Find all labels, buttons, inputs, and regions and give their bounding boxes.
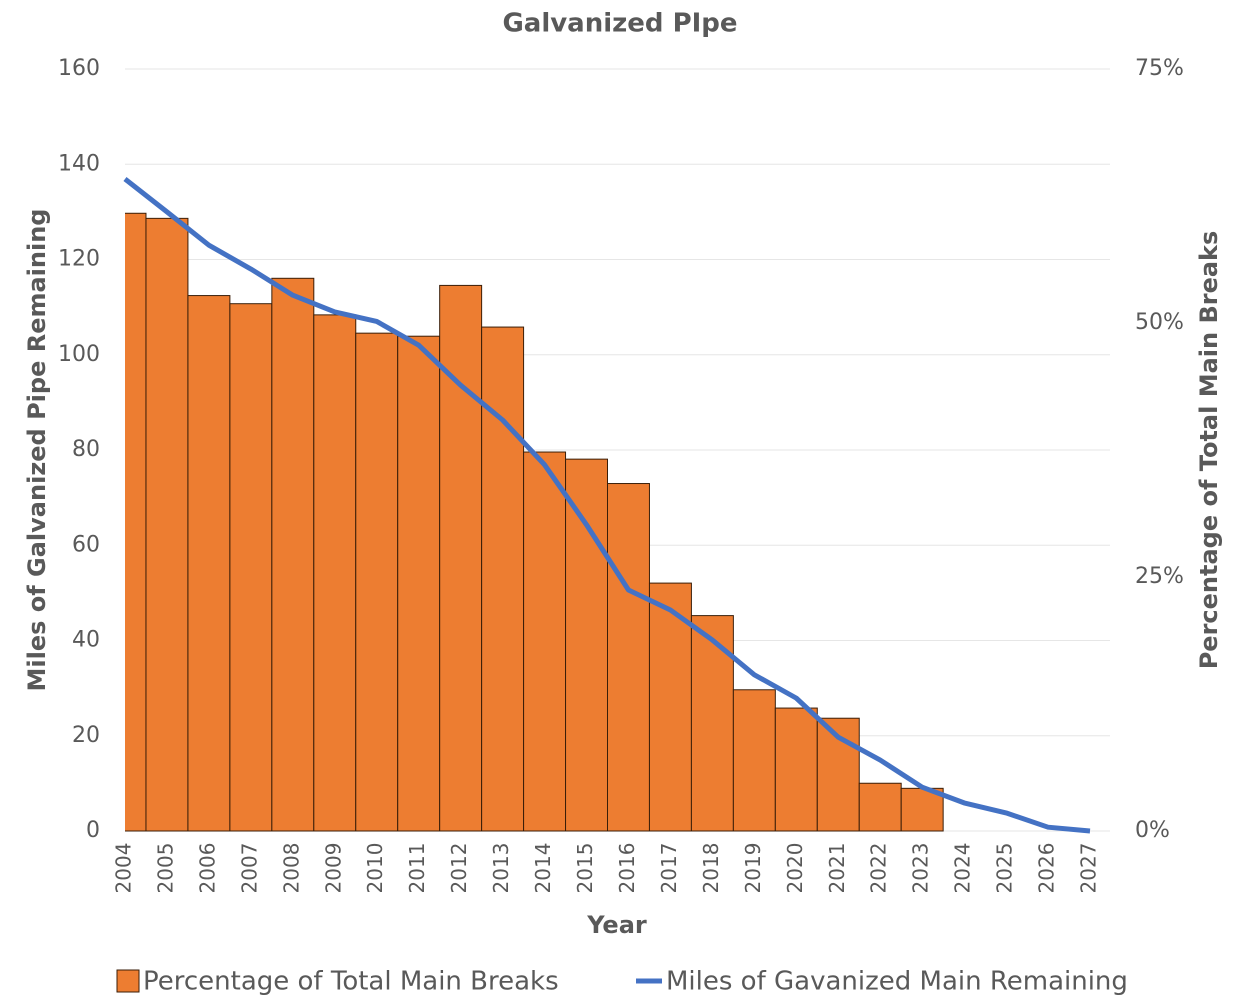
x-tick-label: 2023 — [909, 843, 933, 894]
y2-tick-label: 50% — [1135, 310, 1184, 335]
x-tick-label: 2008 — [279, 843, 303, 894]
y-tick-label: 20 — [72, 723, 100, 748]
y-tick-label: 100 — [58, 342, 100, 367]
plot-area — [125, 212, 944, 832]
y-tick-label: 80 — [72, 437, 100, 462]
x-tick-label: 2026 — [1035, 843, 1059, 894]
bar — [313, 314, 357, 832]
x-tick-label: 2007 — [237, 843, 261, 894]
bar — [565, 458, 608, 832]
x-tick-label: 2013 — [489, 843, 513, 894]
x-tick-label: 2006 — [195, 843, 219, 894]
x-tick-label: 2027 — [1077, 843, 1101, 894]
x-tick-label: 2019 — [741, 843, 765, 894]
x-tick-label: 2010 — [363, 843, 387, 894]
x-tick-label: 2016 — [615, 843, 639, 894]
x-tick-label: 2015 — [573, 843, 597, 894]
y-tick-label: 160 — [58, 56, 100, 81]
y2-axis-title: Percentage of Total Main Breaks — [1195, 231, 1223, 670]
bar — [481, 326, 525, 832]
bar — [858, 782, 902, 832]
y2-tick-label: 0% — [1135, 818, 1170, 843]
bar — [607, 483, 650, 832]
legend-label: Percentage of Total Main Breaks — [143, 967, 559, 997]
bar — [271, 277, 315, 832]
y-tick-label: 60 — [72, 532, 100, 557]
bar — [187, 295, 231, 832]
x-axis-title: Year — [586, 911, 647, 939]
x-tick-label: 2004 — [112, 843, 136, 894]
y-tick-label: 140 — [58, 151, 100, 176]
chart-title: Galvanized PIpe — [502, 9, 737, 39]
x-tick-label: 2011 — [405, 843, 429, 894]
bar — [355, 332, 399, 832]
x-tick-label: 2022 — [867, 843, 891, 894]
x-tick-label: 2018 — [699, 843, 723, 894]
y2-tick-label: 75% — [1135, 56, 1184, 81]
bar — [145, 217, 189, 832]
y-tick-label: 120 — [58, 247, 100, 272]
y-tick-label: 0 — [86, 818, 100, 843]
x-tick-label: 2009 — [321, 843, 345, 894]
bar — [690, 615, 734, 832]
y-axis-title: Miles of Galvanized Pipe Remaining — [23, 209, 51, 692]
bar — [774, 707, 818, 832]
bar — [125, 212, 147, 832]
x-tick-label: 2012 — [447, 843, 471, 894]
x-tick-label: 2017 — [657, 843, 681, 894]
x-tick-label: 2020 — [783, 843, 807, 894]
legend-label: Miles of Gavanized Main Remaining — [666, 967, 1128, 997]
bar — [229, 303, 273, 832]
line — [123, 177, 1091, 834]
x-tick-label: 2005 — [153, 843, 177, 894]
y-tick-label: 40 — [72, 628, 100, 653]
y2-tick-label: 25% — [1135, 564, 1184, 589]
bar — [397, 335, 441, 832]
x-tick-label: 2024 — [951, 843, 975, 894]
legend-swatch — [116, 969, 140, 993]
bar — [732, 689, 776, 832]
x-tick-label: 2025 — [993, 843, 1017, 894]
x-tick-label: 2021 — [825, 843, 849, 894]
x-tick-label: 2014 — [531, 843, 555, 894]
bar — [439, 284, 483, 832]
bar — [523, 451, 567, 832]
